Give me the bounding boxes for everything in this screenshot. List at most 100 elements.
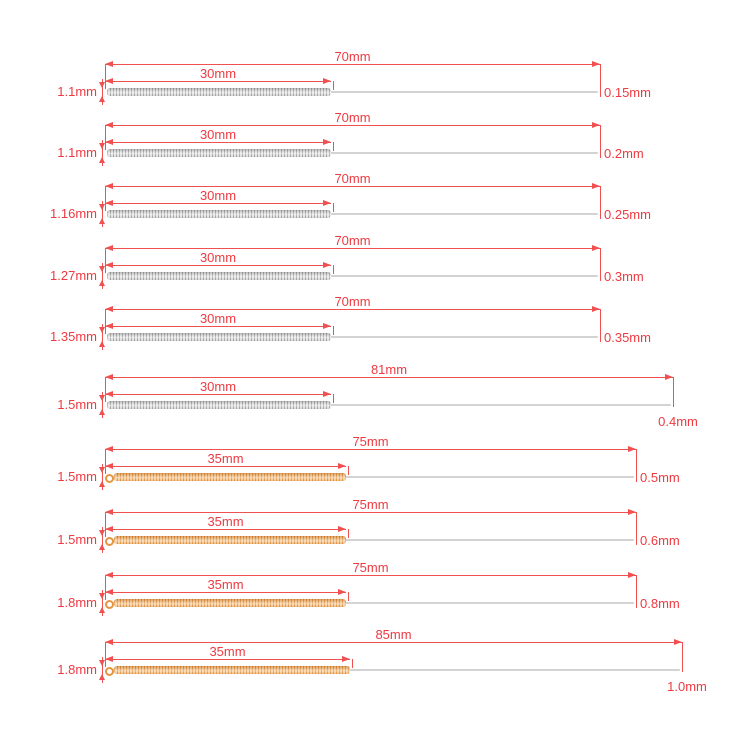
brush-end-extension-line bbox=[333, 203, 334, 212]
brush-length-label: 35mm bbox=[207, 451, 244, 466]
total-length-label: 70mm bbox=[334, 49, 371, 64]
arrow-left-icon bbox=[105, 306, 113, 312]
brush-coil bbox=[114, 599, 346, 607]
diameter-arrows-icon bbox=[98, 263, 106, 289]
right-extension-line bbox=[600, 248, 601, 281]
diameter-arrows-icon bbox=[98, 590, 106, 616]
arrow-left-icon bbox=[105, 589, 113, 595]
brush-end-extension-line bbox=[352, 659, 353, 668]
total-dimension-line bbox=[105, 639, 682, 645]
right-extension-line bbox=[636, 512, 637, 545]
coil-curl bbox=[105, 600, 114, 609]
brush-length-label: 30mm bbox=[199, 379, 237, 394]
tip-diameter-label: 0.2mm bbox=[604, 146, 644, 161]
brush-coil bbox=[114, 536, 346, 544]
brush-dimension-line bbox=[105, 589, 346, 595]
brush-length-label: 30mm bbox=[199, 188, 237, 203]
tip-diameter-label: 0.5mm bbox=[640, 470, 680, 485]
total-dimension-line bbox=[105, 572, 636, 578]
arrow-right-icon bbox=[323, 262, 331, 268]
left-extension-line bbox=[105, 186, 106, 211]
arrow-left-icon bbox=[105, 446, 113, 452]
coil-curl bbox=[105, 667, 114, 676]
arrow-left-icon bbox=[105, 509, 113, 515]
diameter-arrows-icon bbox=[98, 657, 106, 683]
brush-length-label: 35mm bbox=[207, 577, 244, 592]
total-dimension-line bbox=[105, 509, 636, 515]
brush-coil bbox=[107, 149, 331, 157]
diameter-arrows-icon bbox=[98, 140, 106, 166]
arrow-right-icon bbox=[592, 245, 600, 251]
needle-shaft bbox=[112, 669, 680, 671]
brush-length-label: 30mm bbox=[199, 127, 237, 142]
tip-diameter-label: 0.25mm bbox=[604, 207, 651, 222]
arrow-right-icon bbox=[323, 78, 331, 84]
arrow-left-icon bbox=[105, 122, 113, 128]
right-extension-line bbox=[600, 125, 601, 158]
diameter-label: 1.8mm bbox=[57, 662, 97, 677]
needle-shaft bbox=[107, 152, 598, 154]
arrow-left-icon bbox=[105, 183, 113, 189]
total-length-label: 70mm bbox=[334, 110, 371, 125]
right-extension-line bbox=[636, 449, 637, 482]
needle-shaft bbox=[112, 539, 634, 541]
diameter-label: 1.1mm bbox=[57, 145, 97, 160]
arrow-right-icon bbox=[323, 391, 331, 397]
brush-coil bbox=[114, 666, 350, 674]
needle-shaft bbox=[112, 476, 634, 478]
total-length-label: 75mm bbox=[352, 497, 389, 512]
arrow-right-icon bbox=[592, 183, 600, 189]
total-length-label: 70mm bbox=[334, 171, 371, 186]
diameter-arrows-icon bbox=[98, 79, 106, 105]
brush-coil bbox=[107, 333, 331, 341]
tip-diameter-label: 0.8mm bbox=[640, 596, 680, 611]
right-extension-line bbox=[600, 64, 601, 97]
needle-shaft bbox=[112, 602, 634, 604]
diameter-label: 1.27mm bbox=[50, 268, 97, 283]
arrow-right-icon bbox=[592, 306, 600, 312]
brush-end-extension-line bbox=[333, 394, 334, 403]
arrow-right-icon bbox=[342, 656, 350, 662]
tip-diameter-label: 0.15mm bbox=[604, 85, 651, 100]
arrow-right-icon bbox=[628, 572, 636, 578]
tip-diameter-label: 1.0mm bbox=[667, 679, 707, 694]
diameter-arrows-icon bbox=[98, 324, 106, 350]
arrow-right-icon bbox=[338, 463, 346, 469]
brush-dimension-line bbox=[105, 526, 346, 532]
brush-length-label: 30mm bbox=[199, 250, 237, 265]
arrow-left-icon bbox=[105, 323, 113, 329]
needle-shaft bbox=[107, 336, 598, 338]
tip-diameter-label: 0.6mm bbox=[640, 533, 680, 548]
coil-curl bbox=[105, 474, 114, 483]
diameter-label: 1.5mm bbox=[57, 397, 97, 412]
diameter-label: 1.35mm bbox=[50, 329, 97, 344]
brush-end-extension-line bbox=[333, 265, 334, 274]
brush-length-label: 35mm bbox=[209, 644, 246, 659]
diameter-arrows-icon bbox=[98, 392, 106, 418]
brush-length-label: 30mm bbox=[199, 66, 237, 81]
arrow-left-icon bbox=[105, 463, 113, 469]
needle-shaft bbox=[107, 404, 671, 406]
brush-coil bbox=[114, 473, 346, 481]
arrow-left-icon bbox=[105, 139, 113, 145]
brush-dimension-line bbox=[105, 463, 346, 469]
brush-end-extension-line bbox=[348, 592, 349, 601]
diameter-label: 1.5mm bbox=[57, 469, 97, 484]
right-extension-line bbox=[682, 642, 683, 672]
left-extension-line bbox=[105, 449, 106, 474]
brush-end-extension-line bbox=[333, 142, 334, 151]
left-extension-line bbox=[105, 64, 106, 89]
arrow-right-icon bbox=[323, 323, 331, 329]
arrow-right-icon bbox=[338, 526, 346, 532]
arrow-right-icon bbox=[628, 509, 636, 515]
total-length-label: 75mm bbox=[352, 560, 389, 575]
brush-dimension-line bbox=[105, 323, 331, 329]
diameter-arrows-icon bbox=[98, 464, 106, 490]
